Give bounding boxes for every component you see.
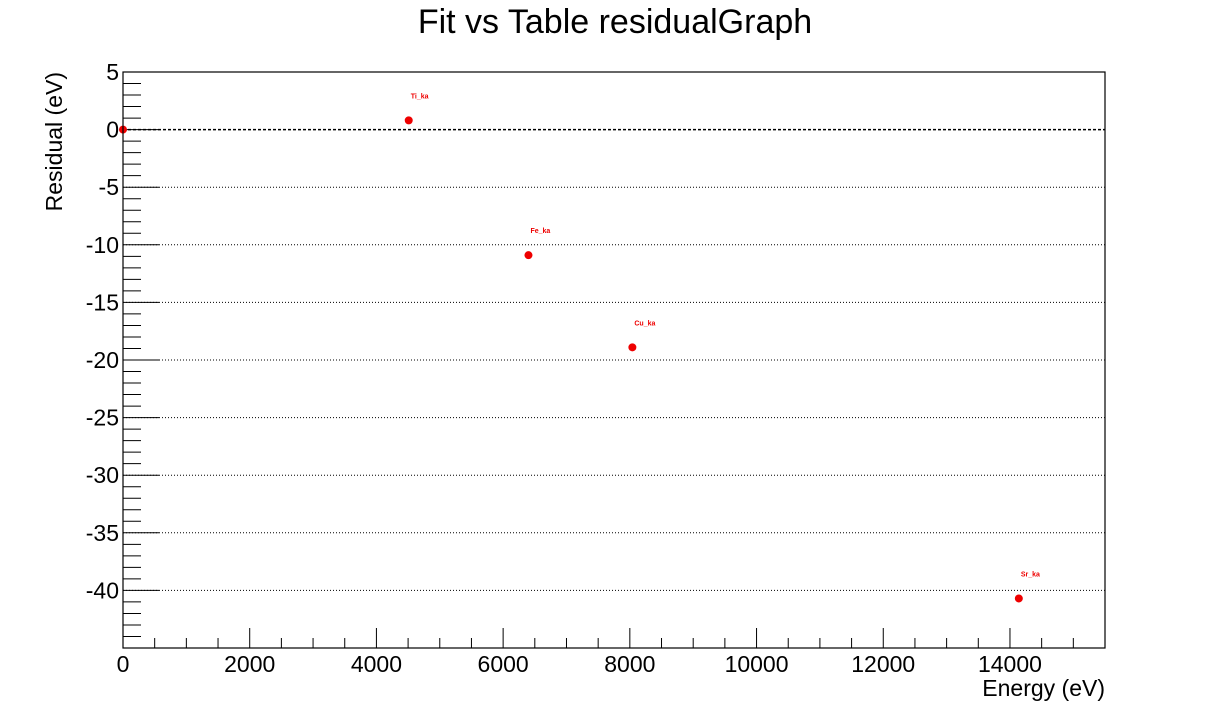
x-axis-title: Energy (eV) [982, 675, 1105, 701]
y-tick-label: 5 [106, 59, 119, 85]
y-tick-label: -35 [86, 520, 119, 546]
data-point-label: Sr_ka [1021, 571, 1040, 578]
axis-layer: 5 0 -5 -10 -15 -20 -25 -30 -35 -40 0 2000 4000 6000 80… [86, 59, 1106, 677]
x-tick-label: 12000 [851, 651, 915, 677]
plot-frame [122, 71, 1106, 649]
chart-title: Fit vs Table residualGraph [418, 3, 812, 41]
data-point [404, 116, 413, 125]
x-tick-label: 6000 [478, 651, 529, 677]
y-axis-title: Residual (eV) [41, 72, 67, 211]
data-point-label: Fe_ka [530, 228, 550, 235]
x-tick-label: 14000 [978, 651, 1042, 677]
data-point-label: Ti_ka [411, 93, 429, 100]
y-tick-label: 0 [106, 117, 119, 143]
y-tick-label: -40 [86, 577, 119, 603]
x-tick-label: 0 [117, 651, 130, 677]
data-point [1014, 594, 1023, 603]
marks-layer: Ti_ka Fe_ka Cu_ka Sr_ka [119, 93, 1040, 603]
data-point [628, 343, 637, 352]
x-tick-label: 2000 [224, 651, 275, 677]
data-point-label: Cu_ka [634, 320, 655, 327]
y-tick-label: -15 [86, 289, 119, 315]
x-tick-label: 10000 [725, 651, 789, 677]
x-tick-label: 8000 [604, 651, 655, 677]
y-tick-label: -25 [86, 405, 119, 431]
data-point [524, 251, 533, 260]
y-tick-label: -10 [86, 232, 119, 258]
grid-layer [123, 71, 1105, 591]
y-tick-label: -5 [99, 174, 119, 200]
y-tick-label: -30 [86, 462, 119, 488]
y-tick-label: -20 [86, 347, 119, 373]
x-tick-label: 4000 [351, 651, 402, 677]
